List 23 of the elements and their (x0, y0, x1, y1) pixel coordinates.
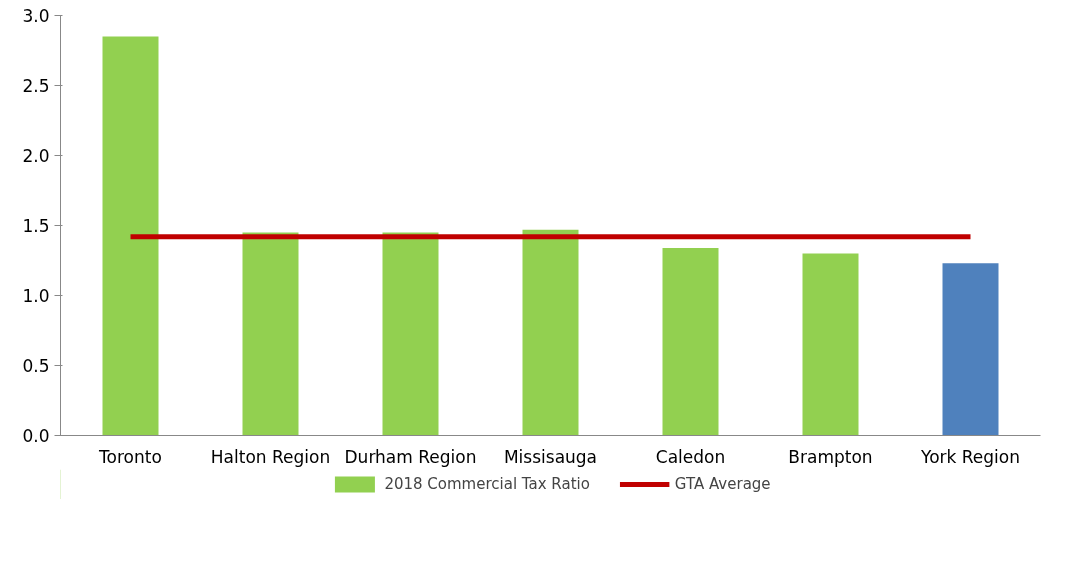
legend-label: 2018 Commercial Tax Ratio (384, 475, 590, 493)
bar (102, 36, 159, 436)
x-tick-label: Missisauga (503, 446, 598, 467)
bar (242, 232, 299, 436)
bar (802, 253, 859, 436)
bar (942, 263, 999, 436)
x-tick-label: Halton Region (210, 446, 331, 467)
x-tick-label: Brampton (788, 446, 873, 467)
y-tick-label: 2.5 (22, 76, 50, 96)
bar (522, 229, 579, 436)
bar (382, 232, 439, 436)
y-tick-label: 0.5 (22, 356, 50, 376)
y-tick-label: 3.0 (22, 6, 50, 26)
y-tick-label: 1.5 (22, 216, 50, 236)
x-tick-label: York Region (920, 446, 1020, 467)
y-tick-label: 1.0 (22, 286, 50, 306)
x-tick-label: Durham Region (344, 446, 477, 467)
legend-label: GTA Average (674, 475, 771, 493)
y-tick-label: 0.0 (22, 426, 50, 446)
x-tick-label: Caledon (655, 446, 726, 467)
y-tick-label: 2.0 (22, 146, 50, 166)
bar (662, 247, 719, 436)
x-tick-label: Toronto (98, 446, 162, 467)
